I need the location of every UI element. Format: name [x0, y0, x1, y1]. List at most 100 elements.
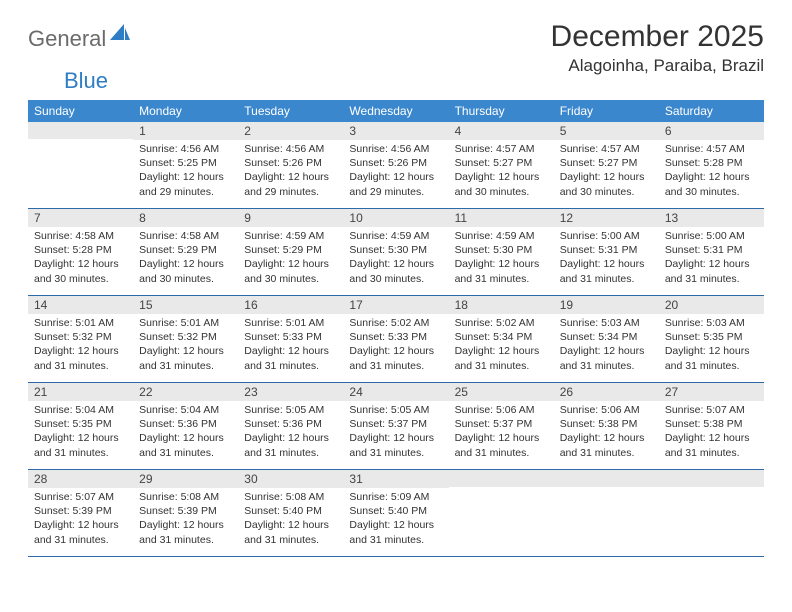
- day-detail-line: Daylight: 12 hours: [665, 257, 758, 271]
- day-detail-line: and 31 minutes.: [349, 533, 442, 547]
- day-details: Sunrise: 4:57 AMSunset: 5:27 PMDaylight:…: [554, 140, 659, 203]
- day-detail-line: Sunrise: 5:04 AM: [34, 403, 127, 417]
- day-detail-line: and 30 minutes.: [560, 185, 653, 199]
- calendar-day-cell: 20Sunrise: 5:03 AMSunset: 5:35 PMDayligh…: [659, 296, 764, 383]
- calendar-day-cell: 18Sunrise: 5:02 AMSunset: 5:34 PMDayligh…: [449, 296, 554, 383]
- day-detail-line: Daylight: 12 hours: [560, 257, 653, 271]
- day-number: 12: [554, 209, 659, 227]
- day-details: Sunrise: 4:57 AMSunset: 5:28 PMDaylight:…: [659, 140, 764, 203]
- day-number: 11: [449, 209, 554, 227]
- day-detail-line: Daylight: 12 hours: [560, 344, 653, 358]
- weekday-header: Saturday: [659, 100, 764, 122]
- day-detail-line: Sunset: 5:36 PM: [244, 417, 337, 431]
- day-number-empty: [28, 122, 133, 139]
- day-detail-line: Sunset: 5:40 PM: [349, 504, 442, 518]
- day-detail-line: Daylight: 12 hours: [349, 170, 442, 184]
- day-number-empty: [659, 470, 764, 487]
- calendar-table: SundayMondayTuesdayWednesdayThursdayFrid…: [28, 100, 764, 557]
- calendar-week-row: 14Sunrise: 5:01 AMSunset: 5:32 PMDayligh…: [28, 296, 764, 383]
- day-detail-line: Sunset: 5:27 PM: [560, 156, 653, 170]
- day-number: 8: [133, 209, 238, 227]
- day-number: 4: [449, 122, 554, 140]
- day-number: 15: [133, 296, 238, 314]
- day-number: 2: [238, 122, 343, 140]
- day-number: 7: [28, 209, 133, 227]
- day-detail-line: Sunrise: 5:08 AM: [139, 490, 232, 504]
- day-detail-line: Sunrise: 5:05 AM: [349, 403, 442, 417]
- day-detail-line: Sunrise: 5:01 AM: [34, 316, 127, 330]
- day-details: Sunrise: 5:00 AMSunset: 5:31 PMDaylight:…: [554, 227, 659, 290]
- day-detail-line: and 30 minutes.: [665, 185, 758, 199]
- day-detail-line: Sunrise: 5:02 AM: [455, 316, 548, 330]
- day-detail-line: Sunrise: 4:56 AM: [139, 142, 232, 156]
- day-detail-line: Daylight: 12 hours: [34, 518, 127, 532]
- day-detail-line: Daylight: 12 hours: [244, 257, 337, 271]
- calendar-week-row: 28Sunrise: 5:07 AMSunset: 5:39 PMDayligh…: [28, 470, 764, 557]
- day-number: 22: [133, 383, 238, 401]
- day-details: Sunrise: 5:02 AMSunset: 5:33 PMDaylight:…: [343, 314, 448, 377]
- calendar-body: 1 Sunrise: 4:56 AMSunset: 5:25 PM Daylight…: [28, 122, 764, 557]
- day-details: Sunrise: 5:00 AMSunset: 5:31 PMDaylight:…: [659, 227, 764, 290]
- day-detail-line: Sunrise: 4:59 AM: [349, 229, 442, 243]
- day-details: Sunrise: 5:05 AMSunset: 5:37 PMDaylight:…: [343, 401, 448, 464]
- day-detail-line: and 31 minutes.: [34, 359, 127, 373]
- day-details: Sunrise: 5:07 AMSunset: 5:39 PMDaylight:…: [28, 488, 133, 551]
- calendar-day-cell: 30Sunrise: 5:08 AMSunset: 5:40 PMDayligh…: [238, 470, 343, 557]
- day-detail-line: Sunset: 5:25 PM: [139, 156, 232, 170]
- day-detail-line: Sunset: 5:37 PM: [455, 417, 548, 431]
- day-detail-line: Sunset: 5:35 PM: [665, 330, 758, 344]
- day-detail-line: Daylight: 12 hours: [139, 518, 232, 532]
- day-number: 16: [238, 296, 343, 314]
- day-detail-line: Daylight: 12 hours: [560, 431, 653, 445]
- calendar-day-cell: 9Sunrise: 4:59 AMSunset: 5:29 PMDaylight…: [238, 209, 343, 296]
- calendar-day-cell: 14Sunrise: 5:01 AMSunset: 5:32 PMDayligh…: [28, 296, 133, 383]
- day-detail-line: Sunrise: 5:02 AM: [349, 316, 442, 330]
- day-details: Sunrise: 4:59 AMSunset: 5:30 PMDaylight:…: [449, 227, 554, 290]
- day-detail-line: and 31 minutes.: [665, 359, 758, 373]
- day-detail-line: Sunrise: 5:09 AM: [349, 490, 442, 504]
- day-number-empty: [554, 470, 659, 487]
- day-details: Sunrise: 5:03 AMSunset: 5:35 PMDaylight:…: [659, 314, 764, 377]
- day-number: 1: [133, 122, 238, 140]
- day-detail-line: and 31 minutes.: [455, 272, 548, 286]
- day-number: 9: [238, 209, 343, 227]
- day-number: 20: [659, 296, 764, 314]
- weekday-header: Wednesday: [343, 100, 448, 122]
- day-details: Sunrise: 5:03 AMSunset: 5:34 PMDaylight:…: [554, 314, 659, 377]
- location-label: Alagoinha, Paraiba, Brazil: [551, 56, 764, 76]
- day-detail-line: Sunrise: 4:58 AM: [34, 229, 127, 243]
- day-detail-line: Sunset: 5:39 PM: [34, 504, 127, 518]
- day-details: Sunrise: 5:08 AMSunset: 5:39 PMDaylight:…: [133, 488, 238, 551]
- day-number: 18: [449, 296, 554, 314]
- day-detail-line: and 31 minutes.: [34, 533, 127, 547]
- day-detail-line: Daylight: 12 hours: [139, 431, 232, 445]
- day-detail-line: Sunset: 5:35 PM: [34, 417, 127, 431]
- day-detail-line: Sunset: 5:29 PM: [244, 243, 337, 257]
- day-number: 29: [133, 470, 238, 488]
- day-details: Sunrise: 4:56 AMSunset: 5:26 PMDaylight:…: [343, 140, 448, 203]
- day-detail-line: and 31 minutes.: [139, 533, 232, 547]
- logo-text-general: General: [28, 26, 106, 52]
- day-detail-line: and 29 minutes.: [244, 185, 337, 199]
- day-detail-line: Sunrise: 4:57 AM: [560, 142, 653, 156]
- calendar-day-cell: 10Sunrise: 4:59 AMSunset: 5:30 PMDayligh…: [343, 209, 448, 296]
- day-detail-line: Daylight: 12 hours: [349, 344, 442, 358]
- day-detail-line: Sunset: 5:26 PM: [244, 156, 337, 170]
- day-detail-line: Daylight: 12 hours: [139, 257, 232, 271]
- day-detail-line: and 31 minutes.: [34, 446, 127, 460]
- day-details: Sunrise: 5:09 AMSunset: 5:40 PMDaylight:…: [343, 488, 448, 551]
- calendar-day-cell: 24Sunrise: 5:05 AMSunset: 5:37 PMDayligh…: [343, 383, 448, 470]
- logo-text-blue: Blue: [64, 68, 108, 94]
- day-number: 3: [343, 122, 448, 140]
- calendar-day-cell: 5Sunrise: 4:57 AMSunset: 5:27 PMDaylight…: [554, 122, 659, 209]
- day-detail-line: Sunset: 5:29 PM: [139, 243, 232, 257]
- day-detail-line: Sunset: 5:33 PM: [244, 330, 337, 344]
- day-detail-line: and 31 minutes.: [455, 359, 548, 373]
- calendar-day-cell: 8Sunrise: 4:58 AMSunset: 5:29 PMDaylight…: [133, 209, 238, 296]
- day-detail-line: Daylight: 12 hours: [244, 344, 337, 358]
- calendar-day-cell: 26Sunrise: 5:06 AMSunset: 5:38 PMDayligh…: [554, 383, 659, 470]
- day-details: Sunrise: 5:06 AMSunset: 5:38 PMDaylight:…: [554, 401, 659, 464]
- day-detail-line: Daylight: 12 hours: [349, 518, 442, 532]
- day-detail-line: Sunrise: 5:03 AM: [560, 316, 653, 330]
- day-detail-line: Sunset: 5:27 PM: [455, 156, 548, 170]
